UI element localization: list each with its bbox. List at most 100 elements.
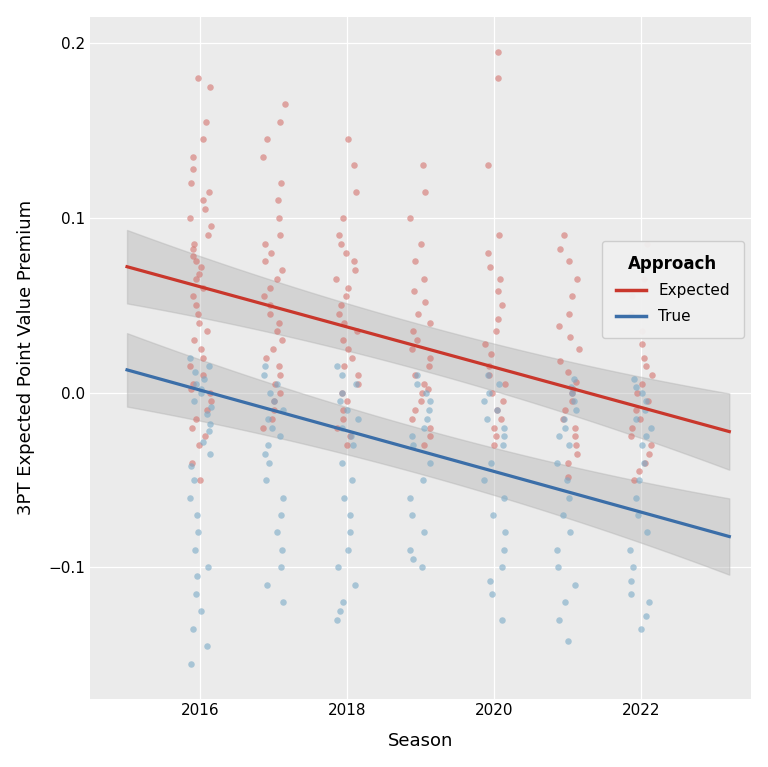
Point <box>264 308 276 320</box>
Point <box>333 395 346 407</box>
Point <box>338 317 350 329</box>
Point <box>194 343 207 355</box>
Point <box>263 387 276 399</box>
Point <box>198 430 210 443</box>
Legend: Expected, True: Expected, True <box>602 241 743 338</box>
Point <box>279 98 291 110</box>
Point <box>191 308 204 320</box>
Point <box>412 308 425 320</box>
Point <box>637 456 650 469</box>
Point <box>184 176 197 189</box>
Point <box>260 255 272 268</box>
Point <box>415 561 428 574</box>
Point <box>331 614 343 626</box>
Point <box>415 238 427 250</box>
Point <box>558 404 571 416</box>
Point <box>558 229 570 242</box>
Point <box>498 377 511 390</box>
Point <box>640 360 652 373</box>
Point <box>482 369 494 381</box>
Point <box>551 561 564 574</box>
Point <box>562 456 574 469</box>
Point <box>624 544 637 556</box>
Point <box>634 474 646 486</box>
Point <box>497 439 509 451</box>
Point <box>352 369 364 381</box>
Point <box>568 373 581 385</box>
Point <box>492 313 504 325</box>
Point <box>277 492 290 504</box>
Point <box>643 596 655 608</box>
Point <box>330 273 343 285</box>
Point <box>568 421 581 433</box>
Point <box>487 509 499 521</box>
Point <box>485 456 498 469</box>
Point <box>411 369 423 381</box>
Point <box>195 605 207 617</box>
Point <box>187 290 199 302</box>
Point <box>187 243 200 255</box>
Point <box>411 334 423 346</box>
Point <box>490 325 502 337</box>
Point <box>422 383 434 395</box>
Point <box>642 448 654 460</box>
Point <box>496 299 508 311</box>
Point <box>351 325 363 337</box>
Point <box>416 387 429 399</box>
Point <box>554 614 566 626</box>
Point <box>551 544 564 556</box>
Point <box>204 81 217 93</box>
Point <box>568 395 581 407</box>
Point <box>638 351 650 364</box>
Point <box>572 343 584 355</box>
Point <box>641 430 653 443</box>
Point <box>336 421 348 433</box>
Point <box>568 430 581 443</box>
Point <box>479 337 492 350</box>
Point <box>409 404 422 416</box>
Point <box>558 413 571 425</box>
Point <box>184 351 197 364</box>
Point <box>333 308 345 320</box>
Point <box>627 373 640 385</box>
Point <box>342 343 354 355</box>
Point <box>201 640 214 652</box>
Point <box>273 229 286 242</box>
Point <box>566 395 578 407</box>
Point <box>554 243 567 255</box>
Point <box>350 186 362 198</box>
Point <box>192 526 204 538</box>
Point <box>631 387 644 399</box>
Point <box>274 561 286 574</box>
Point <box>409 369 422 381</box>
Point <box>498 421 510 433</box>
Point <box>645 421 657 433</box>
Point <box>636 325 648 337</box>
Point <box>570 439 582 451</box>
Point <box>641 238 654 250</box>
Point <box>190 273 202 285</box>
Point <box>404 492 416 504</box>
Point <box>189 366 201 378</box>
Point <box>491 404 503 416</box>
Point <box>419 295 431 308</box>
Point <box>562 366 574 378</box>
Point <box>190 588 202 600</box>
Point <box>276 596 289 608</box>
Point <box>187 334 200 346</box>
Point <box>266 413 279 425</box>
Point <box>419 377 431 390</box>
Point <box>553 320 565 332</box>
Point <box>625 308 637 320</box>
Point <box>419 526 431 538</box>
Point <box>407 325 419 337</box>
Point <box>194 317 206 329</box>
Point <box>264 281 276 294</box>
Point <box>339 492 351 504</box>
Point <box>485 348 498 360</box>
Point <box>636 439 648 451</box>
Point <box>342 281 354 294</box>
Point <box>341 404 353 416</box>
Point <box>625 588 637 600</box>
Point <box>350 377 362 390</box>
